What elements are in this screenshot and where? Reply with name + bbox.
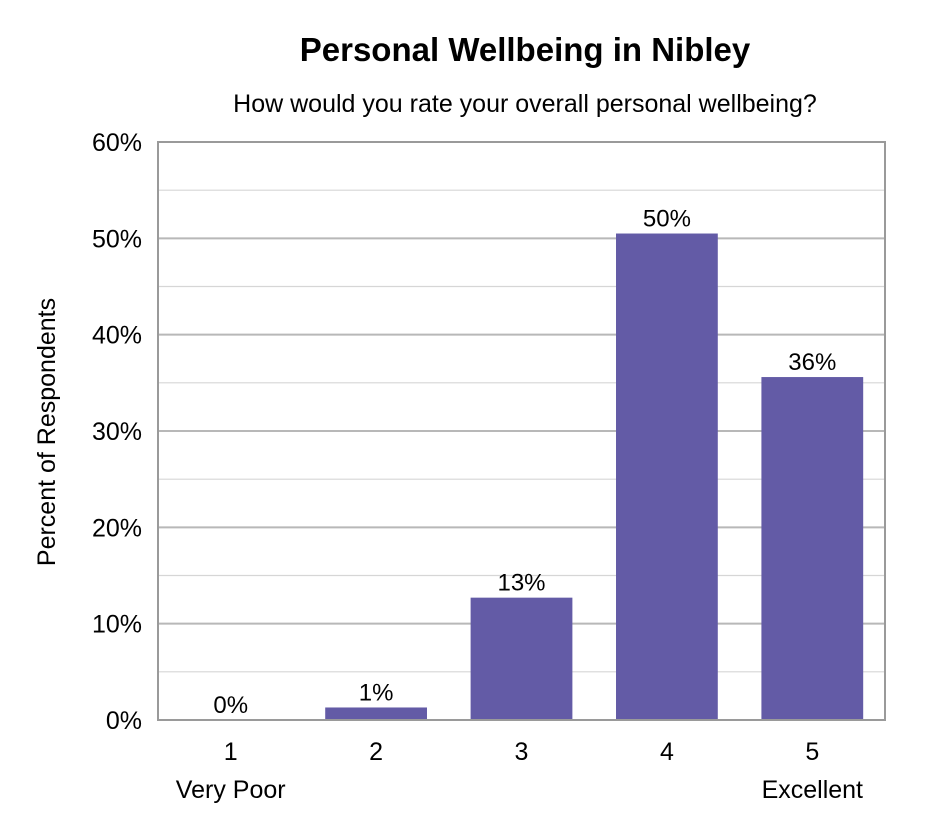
y-tick-label: 10% (92, 611, 142, 639)
chart-title: Personal Wellbeing in Nibley (300, 31, 751, 68)
data-label-2: 1% (359, 679, 394, 706)
y-axis-ticks: 0% 10% 20% 30% 40% 50% 60% (92, 129, 142, 735)
y-tick-label: 30% (92, 418, 142, 446)
data-label-5: 36% (788, 349, 836, 376)
bars (325, 233, 864, 720)
x-tick-2: 2 (369, 738, 383, 766)
x-axis-ticks: 1 Very Poor 2 3 4 5 Excellent (176, 738, 863, 804)
x-tick-4: 4 (660, 738, 674, 766)
x-tick-sublabel-1: Very Poor (176, 776, 286, 804)
data-labels: 0% 1% 13% 50% 36% (213, 206, 836, 719)
y-axis-label: Percent of Respondents (33, 298, 61, 566)
chart-subtitle: How would you rate your overall personal… (233, 90, 817, 118)
x-tick-sublabel-5: Excellent (762, 776, 863, 804)
y-tick-label: 0% (106, 707, 142, 735)
bar-4 (616, 233, 718, 720)
data-label-1: 0% (213, 692, 248, 719)
x-tick-1: 1 (224, 738, 238, 766)
x-tick-3: 3 (515, 738, 529, 766)
plot-area-border (157, 141, 886, 721)
data-label-3: 13% (497, 570, 545, 597)
bar-5 (761, 377, 864, 720)
x-tick-5: 5 (805, 738, 819, 766)
y-tick-label: 40% (92, 322, 142, 350)
data-label-4: 50% (643, 206, 691, 233)
bar-3 (470, 597, 573, 720)
y-tick-label: 50% (92, 225, 142, 253)
y-tick-label: 20% (92, 514, 142, 542)
y-tick-label: 60% (92, 129, 142, 157)
bar-2 (325, 707, 427, 720)
